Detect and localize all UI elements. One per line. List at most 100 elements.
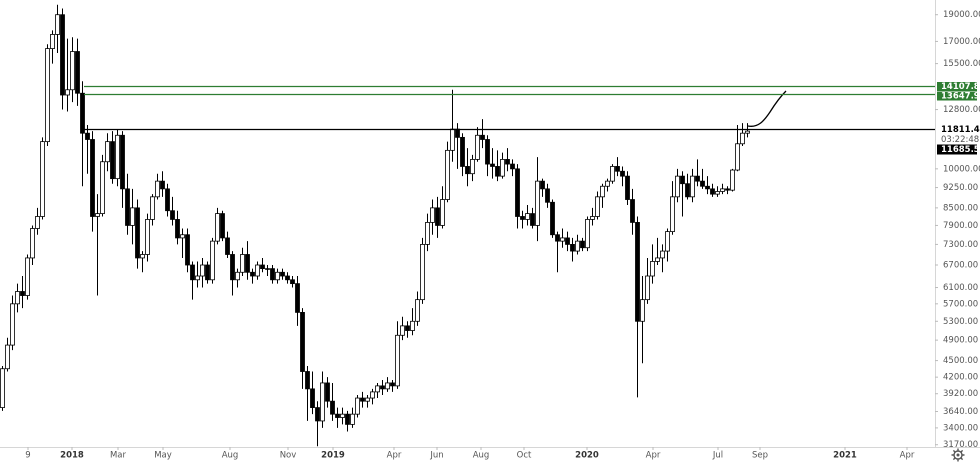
x-tick-label: Oct bbox=[517, 451, 532, 461]
candle-body bbox=[140, 254, 145, 259]
candle-body bbox=[320, 382, 325, 422]
candle-body bbox=[490, 163, 495, 167]
last-price-box bbox=[937, 144, 977, 155]
candle-body bbox=[55, 14, 60, 35]
y-tick-label: 5700.00 bbox=[943, 299, 978, 309]
candle-body bbox=[565, 237, 570, 245]
candle-body bbox=[610, 166, 615, 182]
candle-body bbox=[405, 325, 410, 331]
candle-body bbox=[60, 14, 65, 96]
candle-body bbox=[350, 413, 355, 425]
x-tick-label: Aug bbox=[222, 451, 239, 461]
x-tick-label: 2021 bbox=[833, 451, 857, 461]
candle-body bbox=[90, 139, 95, 217]
candle-body bbox=[385, 382, 390, 390]
candle-body bbox=[660, 250, 665, 259]
candle-body bbox=[85, 132, 90, 140]
candle-body bbox=[215, 213, 220, 242]
x-tick-label: 2020 bbox=[575, 451, 599, 461]
candle-body bbox=[620, 170, 625, 177]
candle-body bbox=[415, 299, 420, 322]
y-tick-label: 6100.00 bbox=[943, 283, 978, 293]
candle-body bbox=[170, 210, 175, 220]
candle-body bbox=[240, 254, 245, 273]
candle-body bbox=[460, 136, 465, 167]
candle-body bbox=[245, 254, 250, 273]
candle-body bbox=[535, 180, 540, 226]
candle-body bbox=[185, 234, 190, 266]
candle-body bbox=[505, 159, 510, 165]
candle-body bbox=[10, 303, 15, 346]
candle-body bbox=[80, 92, 85, 134]
candle-body bbox=[145, 219, 150, 255]
candle-body bbox=[45, 48, 50, 143]
x-tick-label: Apr bbox=[387, 451, 402, 461]
candle-body bbox=[740, 132, 745, 145]
candle-body bbox=[475, 134, 480, 160]
candle-body bbox=[115, 134, 120, 180]
candle-body bbox=[575, 240, 580, 252]
price-label: 11811.48 bbox=[941, 125, 980, 135]
candle-body bbox=[150, 196, 155, 220]
candle-body bbox=[160, 180, 165, 190]
candle-body bbox=[430, 207, 435, 223]
candle-body bbox=[25, 257, 30, 296]
candle-body bbox=[315, 407, 320, 422]
candle-body bbox=[250, 271, 255, 277]
price-label: 13647.99 bbox=[941, 92, 980, 102]
candle-body bbox=[295, 283, 300, 313]
y-tick-label: 8500.00 bbox=[943, 203, 978, 213]
candle-body bbox=[380, 385, 385, 390]
candle-body bbox=[615, 166, 620, 172]
candle-body bbox=[330, 400, 335, 415]
candle-body bbox=[500, 159, 505, 177]
candle-body bbox=[105, 141, 110, 163]
candle-body bbox=[125, 188, 130, 226]
candle-body bbox=[75, 51, 80, 94]
candle-body bbox=[100, 161, 105, 214]
candle-body bbox=[425, 222, 430, 245]
candle-body bbox=[65, 89, 70, 96]
candle-body bbox=[495, 166, 500, 177]
candle-body bbox=[270, 268, 275, 281]
candle-body bbox=[465, 166, 470, 175]
x-tick-label: 2018 bbox=[60, 451, 84, 461]
x-tick-label: Nov bbox=[280, 451, 297, 461]
candle-body bbox=[705, 185, 710, 190]
x-tick-label: Apr bbox=[646, 451, 661, 461]
y-tick-label: 3640.00 bbox=[943, 407, 978, 417]
y-tick-label: 10000.00 bbox=[943, 164, 980, 174]
y-tick-label: 4900.00 bbox=[943, 336, 978, 346]
x-tick-label: Mar bbox=[110, 451, 127, 461]
candle-body bbox=[420, 244, 425, 301]
settings-icon[interactable] bbox=[951, 448, 965, 462]
candle-body bbox=[20, 291, 25, 296]
candle-body bbox=[225, 237, 230, 255]
candle-body bbox=[635, 222, 640, 322]
y-tick-label: 7300.00 bbox=[943, 240, 978, 250]
candle-body bbox=[305, 371, 310, 390]
hand-drawn-arrow bbox=[747, 90, 787, 127]
candle-body bbox=[745, 130, 750, 134]
y-tick-label: 3400.00 bbox=[943, 423, 978, 433]
candle-body bbox=[540, 180, 545, 190]
candle-body bbox=[120, 134, 125, 190]
y-tick-label: 5300.00 bbox=[943, 317, 978, 327]
candle-body bbox=[630, 199, 635, 223]
candle-body bbox=[280, 271, 285, 277]
candle-body bbox=[525, 213, 530, 220]
candle-body bbox=[355, 397, 360, 415]
candle-body bbox=[700, 180, 705, 187]
candle-body bbox=[155, 180, 160, 198]
candle-body bbox=[485, 139, 490, 165]
plot-area bbox=[0, 4, 935, 447]
candle-body bbox=[175, 219, 180, 239]
candle-body bbox=[545, 188, 550, 203]
x-tick-label: Jul bbox=[712, 451, 723, 461]
candle-body bbox=[0, 368, 5, 408]
candle-body bbox=[165, 188, 170, 212]
countdown: 03:22:48 bbox=[941, 135, 979, 145]
candle-body bbox=[605, 180, 610, 187]
